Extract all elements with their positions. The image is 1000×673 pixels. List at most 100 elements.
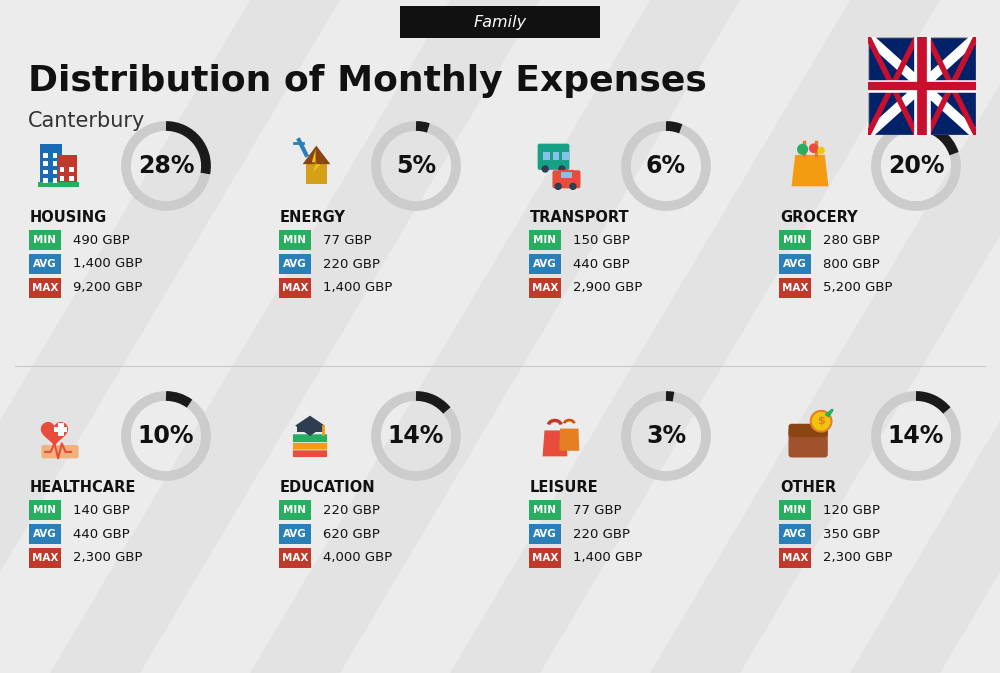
Text: 14%: 14% xyxy=(888,424,944,448)
FancyBboxPatch shape xyxy=(43,170,48,174)
Text: AVG: AVG xyxy=(33,529,57,539)
Text: MAX: MAX xyxy=(282,283,308,293)
Text: MAX: MAX xyxy=(282,553,308,563)
Text: 2,300 GBP: 2,300 GBP xyxy=(823,551,893,565)
FancyBboxPatch shape xyxy=(552,170,580,188)
Text: 28%: 28% xyxy=(138,154,194,178)
FancyBboxPatch shape xyxy=(41,445,79,458)
Polygon shape xyxy=(250,0,740,673)
FancyBboxPatch shape xyxy=(779,548,811,568)
Circle shape xyxy=(797,144,808,155)
Polygon shape xyxy=(303,145,330,164)
Text: OTHER: OTHER xyxy=(780,481,836,495)
FancyBboxPatch shape xyxy=(29,500,61,520)
Polygon shape xyxy=(42,423,67,446)
FancyBboxPatch shape xyxy=(43,178,48,182)
FancyBboxPatch shape xyxy=(29,254,61,274)
FancyBboxPatch shape xyxy=(779,500,811,520)
FancyBboxPatch shape xyxy=(779,230,811,250)
FancyBboxPatch shape xyxy=(60,167,64,172)
Text: 5%: 5% xyxy=(396,154,436,178)
Polygon shape xyxy=(850,0,1000,673)
Text: 350 GBP: 350 GBP xyxy=(823,528,880,540)
Text: MIN: MIN xyxy=(784,235,806,245)
Text: Distribution of Monthly Expenses: Distribution of Monthly Expenses xyxy=(28,64,707,98)
Text: AVG: AVG xyxy=(783,529,807,539)
Text: 280 GBP: 280 GBP xyxy=(823,234,880,246)
Text: AVG: AVG xyxy=(533,529,557,539)
Text: AVG: AVG xyxy=(783,259,807,269)
FancyBboxPatch shape xyxy=(29,230,61,250)
Text: 5,200 GBP: 5,200 GBP xyxy=(823,281,893,295)
Polygon shape xyxy=(559,429,579,451)
FancyBboxPatch shape xyxy=(29,278,61,297)
FancyBboxPatch shape xyxy=(279,278,311,297)
Text: 120 GBP: 120 GBP xyxy=(823,503,880,516)
FancyBboxPatch shape xyxy=(779,524,811,544)
Polygon shape xyxy=(650,0,1000,673)
Polygon shape xyxy=(792,155,828,186)
FancyBboxPatch shape xyxy=(53,170,57,174)
FancyBboxPatch shape xyxy=(779,278,811,297)
FancyBboxPatch shape xyxy=(58,423,64,436)
Text: MIN: MIN xyxy=(284,235,306,245)
Text: HEALTHCARE: HEALTHCARE xyxy=(30,481,136,495)
FancyBboxPatch shape xyxy=(788,424,828,437)
FancyBboxPatch shape xyxy=(543,152,550,160)
FancyBboxPatch shape xyxy=(788,427,828,458)
Text: AVG: AVG xyxy=(33,259,57,269)
Text: 440 GBP: 440 GBP xyxy=(573,258,630,271)
Text: MAX: MAX xyxy=(532,553,558,563)
Polygon shape xyxy=(543,431,567,456)
FancyBboxPatch shape xyxy=(29,548,61,568)
Text: 1,400 GBP: 1,400 GBP xyxy=(73,258,142,271)
FancyBboxPatch shape xyxy=(529,278,561,297)
Text: MIN: MIN xyxy=(284,505,306,515)
Circle shape xyxy=(558,166,566,173)
Text: 3%: 3% xyxy=(646,424,686,448)
FancyBboxPatch shape xyxy=(38,182,78,186)
Text: 220 GBP: 220 GBP xyxy=(323,258,380,271)
Text: AVG: AVG xyxy=(283,259,307,269)
Circle shape xyxy=(809,143,819,153)
FancyBboxPatch shape xyxy=(292,449,328,458)
Text: ENERGY: ENERGY xyxy=(280,211,346,225)
FancyBboxPatch shape xyxy=(40,144,62,184)
FancyBboxPatch shape xyxy=(529,230,561,250)
FancyBboxPatch shape xyxy=(779,254,811,274)
Text: MIN: MIN xyxy=(33,505,56,515)
FancyBboxPatch shape xyxy=(529,548,561,568)
FancyBboxPatch shape xyxy=(553,152,559,160)
Text: 77 GBP: 77 GBP xyxy=(323,234,372,246)
FancyBboxPatch shape xyxy=(53,153,57,157)
FancyBboxPatch shape xyxy=(529,524,561,544)
Polygon shape xyxy=(312,149,320,173)
Polygon shape xyxy=(0,0,340,673)
Text: 220 GBP: 220 GBP xyxy=(323,503,380,516)
Text: AVG: AVG xyxy=(533,259,557,269)
Text: 2,900 GBP: 2,900 GBP xyxy=(573,281,642,295)
FancyBboxPatch shape xyxy=(292,441,328,450)
FancyBboxPatch shape xyxy=(292,434,328,443)
FancyBboxPatch shape xyxy=(53,178,57,182)
FancyBboxPatch shape xyxy=(279,254,311,274)
Text: MIN: MIN xyxy=(33,235,56,245)
Circle shape xyxy=(811,411,831,431)
Text: 800 GBP: 800 GBP xyxy=(823,258,880,271)
Text: 150 GBP: 150 GBP xyxy=(573,234,630,246)
FancyBboxPatch shape xyxy=(529,254,561,274)
Text: 9,200 GBP: 9,200 GBP xyxy=(73,281,142,295)
Text: MIN: MIN xyxy=(784,505,806,515)
FancyBboxPatch shape xyxy=(60,176,64,181)
Text: 140 GBP: 140 GBP xyxy=(73,503,130,516)
Text: 490 GBP: 490 GBP xyxy=(73,234,130,246)
Text: LEISURE: LEISURE xyxy=(530,481,599,495)
FancyBboxPatch shape xyxy=(562,152,569,160)
FancyBboxPatch shape xyxy=(561,172,572,178)
Text: 10%: 10% xyxy=(138,424,194,448)
Text: 1,400 GBP: 1,400 GBP xyxy=(323,281,392,295)
Text: 4,000 GBP: 4,000 GBP xyxy=(323,551,392,565)
Text: MAX: MAX xyxy=(532,283,558,293)
FancyBboxPatch shape xyxy=(868,37,976,135)
Text: 77 GBP: 77 GBP xyxy=(573,503,622,516)
